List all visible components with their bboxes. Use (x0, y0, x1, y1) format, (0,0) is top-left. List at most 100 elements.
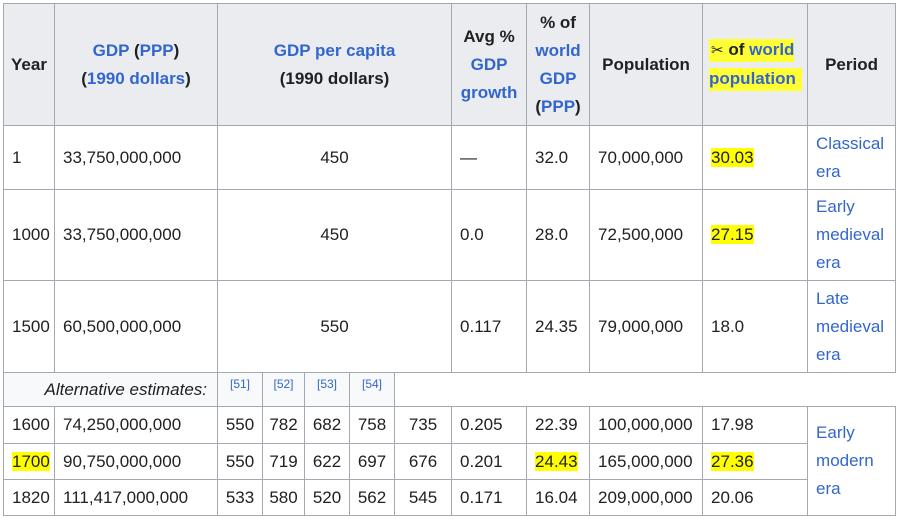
world-population-link[interactable]: world population (709, 40, 796, 88)
cell-estimate: 533 (217, 479, 263, 516)
empty-cell (393, 372, 896, 407)
header-period: Period (807, 3, 897, 126)
cell-avg-growth: 0.171 (451, 479, 528, 516)
ref-cell: [53] (304, 372, 350, 407)
gdp-link[interactable]: GDP (92, 40, 130, 60)
cell-pct-world-gdp: 24.35 (526, 280, 591, 373)
1990-dollars-link[interactable]: 1990 dollars (86, 68, 186, 88)
period-link-early-medieval[interactable]: Early medieval era (816, 197, 885, 272)
cell-avg-growth: 0.201 (451, 443, 528, 480)
cell-pct-world-gdp: 16.04 (526, 479, 591, 516)
ref-cell: [52] (262, 372, 305, 407)
cell-estimate: 550 (217, 443, 263, 480)
world-gdp-ppp-link[interactable]: PPP (541, 96, 576, 116)
header-row: Year GDP (PPP) (1990 dollars) GDP per ca… (3, 3, 897, 126)
cell-period: Early medieval era (807, 189, 897, 281)
header-pct-world-population: ✂ of world population (702, 3, 809, 126)
cell-avg-growth: 0.205 (451, 406, 528, 444)
cell-population: 79,000,000 (589, 280, 704, 373)
alternative-estimates-label: Alternative estimates: (3, 372, 218, 407)
cell-pct-world-pop: 27.15 (702, 189, 809, 281)
period-link-early-modern[interactable]: Early modern era (816, 423, 874, 498)
cell-gdp: 111,417,000,000 (54, 479, 218, 516)
ref-cell: [54] (349, 372, 395, 407)
cell-pct-world-pop: 30.03 (702, 125, 809, 190)
cell-estimate: 782 (262, 406, 305, 444)
reference-link[interactable]: [53] (316, 376, 337, 391)
cell-gdp: 33,750,000,000 (54, 125, 218, 190)
cell-gdp-per-capita: 550 (216, 280, 453, 373)
cell-period: Early modern era (807, 406, 897, 516)
reference-link[interactable]: [51] (229, 376, 250, 391)
cell-gdp: 90,750,000,000 (54, 443, 218, 480)
cell-estimate: 697 (349, 443, 395, 480)
header-gdp-ppp: GDP (PPP) (1990 dollars) (54, 3, 218, 126)
reference-link[interactable]: [54] (361, 376, 382, 391)
header-avg-growth: Avg % GDP growth (451, 3, 528, 126)
table-row: 1600 74,250,000,000 550 782 682 758 735 … (3, 406, 897, 516)
table-row: 1700 90,750,000,000 550 719 622 697 676 … (3, 443, 896, 480)
cell-pct-world-pop: 17.98 (702, 406, 809, 444)
period-link-classical[interactable]: Classical era (816, 133, 885, 181)
cell-pct-world-gdp: 32.0 (526, 125, 591, 190)
cell-estimate: 520 (304, 479, 350, 516)
alternative-estimates-row: Alternative estimates: [51] [52] [53] [5… (3, 372, 896, 407)
highlighted-value: 30.03 (711, 147, 754, 167)
header-gdp-per-capita: GDP per capita (1990 dollars) (216, 3, 453, 126)
gdp-per-capita-link[interactable]: GDP per capita (273, 40, 396, 60)
cell-population: 100,000,000 (589, 406, 704, 444)
cell-estimate: 758 (349, 406, 395, 444)
highlighted-value: 24.43 (535, 451, 578, 471)
cell-avg-growth: 0.0 (451, 189, 528, 281)
cell-estimate: 735 (393, 406, 453, 444)
table-row: 1820 111,417,000,000 533 580 520 562 545… (3, 479, 896, 516)
cell-estimate: 719 (262, 443, 305, 480)
highlighted-header: ✂ of world population (709, 39, 802, 91)
highlighted-value: 1700 (12, 451, 50, 471)
cell-period: Late medieval era (807, 280, 897, 373)
cell-population: 72,500,000 (589, 189, 704, 281)
cell-gdp-per-capita: 450 (216, 189, 453, 281)
table-row: 1500 60,500,000,000 550 0.117 24.35 79,0… (3, 280, 897, 373)
cell-pct-world-gdp: 28.0 (526, 189, 591, 281)
cell-pct-world-gdp: 24.43 (526, 443, 591, 480)
cell-pct-world-pop: 18.0 (702, 280, 809, 373)
cell-year: 1500 (3, 280, 55, 373)
cell-estimate: 545 (393, 479, 453, 516)
period-link-late-medieval[interactable]: Late medieval era (816, 288, 885, 364)
cell-pct-world-pop: 27.36 (702, 443, 809, 480)
ref-cell: [51] (217, 372, 263, 407)
header-year: Year (3, 3, 55, 126)
table-row: 1 33,750,000,000 450 — 32.0 70,000,000 3… (3, 125, 897, 190)
cell-year: 1600 (3, 406, 55, 444)
cell-gdp: 60,500,000,000 (54, 280, 218, 373)
cell-population: 165,000,000 (589, 443, 704, 480)
ppp-link[interactable]: PPP (139, 40, 174, 60)
cell-gdp: 33,750,000,000 (54, 189, 218, 281)
cell-pct-world-gdp: 22.39 (526, 406, 591, 444)
world-gdp-link[interactable]: world GDP (535, 40, 581, 88)
highlighted-value: 27.36 (711, 451, 754, 471)
cell-estimate: 682 (304, 406, 350, 444)
cell-estimate: 580 (262, 479, 305, 516)
cell-period: Classical era (807, 125, 897, 190)
cell-year: 1 (3, 125, 55, 190)
cell-estimate: 676 (393, 443, 453, 480)
reference-link[interactable]: [52] (273, 376, 294, 391)
highlighted-value: 27.15 (711, 225, 754, 244)
cell-year: 1000 (3, 189, 55, 281)
header-population: Population (589, 3, 704, 126)
header-pct-world-gdp: % of world GDP (PPP) (526, 3, 591, 126)
cell-avg-growth: — (451, 125, 528, 190)
cell-avg-growth: 0.117 (451, 280, 528, 373)
gdp-growth-link[interactable]: GDP growth (460, 54, 518, 102)
cell-estimate: 622 (304, 443, 350, 480)
cell-estimate: 562 (349, 479, 395, 516)
scissors-icon: ✂ (711, 42, 724, 59)
cell-population: 209,000,000 (589, 479, 704, 516)
cell-population: 70,000,000 (589, 125, 704, 190)
table-row: 1000 33,750,000,000 450 0.0 28.0 72,500,… (3, 189, 897, 281)
cell-estimate: 550 (217, 406, 263, 444)
cell-pct-world-pop: 20.06 (702, 479, 809, 516)
cell-gdp-per-capita: 450 (216, 125, 453, 190)
